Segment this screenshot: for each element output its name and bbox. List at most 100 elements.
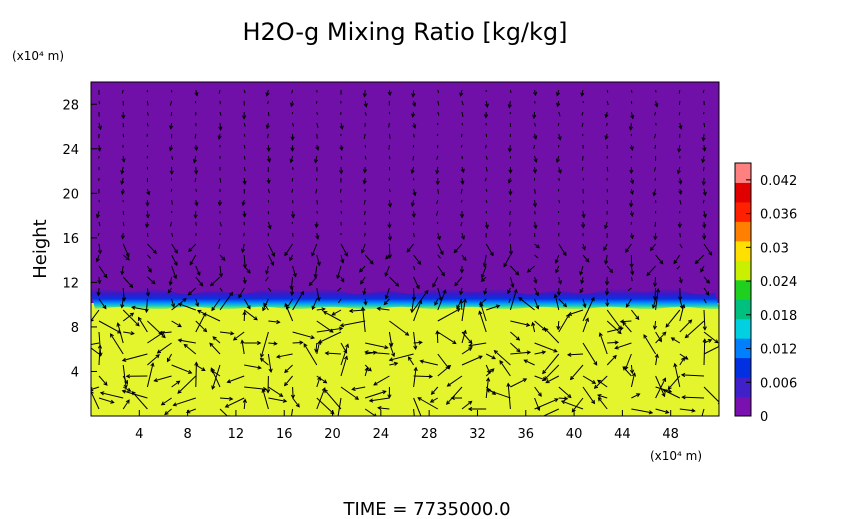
- wind-arrow: [340, 155, 343, 160]
- wind-arrow-head: [456, 304, 461, 310]
- wind-arrow: [211, 364, 221, 390]
- x-axis-unit: (x10⁴ m): [650, 449, 702, 463]
- wind-arrow-head: [193, 214, 198, 219]
- wind-arrow: [292, 265, 297, 277]
- wind-arrow: [509, 289, 517, 311]
- wind-arrow-head: [130, 331, 135, 336]
- wind-arrow-head: [630, 270, 635, 276]
- wind-arrow: [365, 390, 386, 399]
- wind-arrow-head: [226, 379, 231, 384]
- wind-arrow-head: [168, 146, 174, 152]
- wind-arrow: [98, 331, 102, 356]
- wind-arrow-head: [177, 389, 182, 394]
- wind-arrow-head: [317, 339, 323, 344]
- wind-arrow: [582, 100, 584, 104]
- wind-arrow-head: [145, 292, 151, 297]
- wind-arrow-head: [649, 246, 654, 252]
- wind-arrow: [98, 243, 101, 254]
- wind-arrow: [582, 342, 598, 366]
- wind-arrow: [597, 379, 608, 388]
- wind-arrow: [509, 144, 511, 152]
- wind-arrow-head: [125, 374, 131, 379]
- wind-arrow: [225, 397, 245, 408]
- wind-arrow-head: [597, 379, 602, 384]
- wind-arrow: [388, 199, 391, 207]
- wind-arrow: [631, 393, 640, 399]
- wind-arrow-head: [556, 325, 561, 331]
- wind-arrow-head: [484, 224, 489, 230]
- wind-arrow: [122, 375, 128, 384]
- wind-arrow-head: [344, 252, 348, 257]
- wind-arrow-head: [314, 223, 319, 229]
- wind-arrow: [365, 342, 388, 349]
- wind-arrow-head: [232, 336, 238, 341]
- wind-arrow-head: [242, 115, 247, 120]
- wind-arrow-head: [543, 376, 548, 381]
- wind-arrow: [685, 320, 705, 338]
- wind-arrow: [197, 310, 221, 322]
- wind-arrow-head: [290, 291, 295, 296]
- wind-arrow-head: [702, 338, 707, 343]
- wind-arrow: [412, 89, 415, 97]
- wind-arrow-head: [467, 406, 473, 412]
- wind-arrow-head: [625, 248, 630, 253]
- wind-arrow: [122, 287, 125, 301]
- wind-arrow: [534, 221, 537, 229]
- wind-arrow-head: [173, 249, 178, 254]
- wind-arrow: [146, 111, 149, 116]
- wind-arrow-head: [480, 273, 485, 279]
- wind-arrow: [100, 392, 124, 399]
- wind-arrow-head: [430, 390, 435, 395]
- wind-arrow-head: [435, 330, 440, 335]
- wind-arrow-head: [581, 214, 586, 219]
- x-tick-label: 20: [324, 427, 341, 442]
- wind-arrow-head: [276, 319, 281, 325]
- wind-arrow-head: [176, 380, 181, 385]
- wind-arrow: [378, 407, 390, 410]
- wind-arrow: [389, 276, 399, 287]
- y-tick-label: 24: [62, 143, 79, 158]
- wind-arrow: [364, 367, 368, 377]
- wind-arrow: [655, 375, 666, 397]
- wind-arrow-head: [678, 190, 683, 195]
- wind-arrow: [653, 133, 657, 139]
- wind-arrow-head: [582, 303, 587, 309]
- wind-arrow-head: [284, 368, 289, 374]
- wind-arrow-head: [99, 391, 105, 396]
- wind-arrow: [437, 265, 445, 276]
- wind-arrow: [436, 210, 439, 216]
- wind-arrow: [98, 298, 107, 309]
- wind-arrow: [260, 331, 269, 358]
- wind-arrow-head: [338, 326, 344, 331]
- wind-arrow: [266, 265, 269, 274]
- wind-arrow: [316, 308, 325, 311]
- wind-arrow: [534, 342, 558, 353]
- wind-arrow: [122, 353, 148, 362]
- wind-arrow: [268, 397, 287, 402]
- wind-arrow-head: [566, 352, 572, 357]
- wind-arrow: [292, 331, 315, 339]
- wind-arrow: [597, 394, 608, 399]
- wind-arrow: [121, 298, 124, 308]
- wind-arrow-head: [242, 310, 247, 316]
- wind-arrow: [339, 188, 342, 193]
- wind-arrow: [340, 344, 349, 366]
- wind-arrow-head: [652, 192, 657, 197]
- wind-arrow-head: [629, 369, 635, 375]
- wind-arrow: [413, 188, 416, 196]
- wind-arrow-head: [643, 334, 648, 339]
- wind-arrow-head: [310, 335, 315, 340]
- wind-arrow-head: [591, 380, 597, 384]
- wind-arrow: [654, 221, 657, 227]
- wind-arrow-head: [628, 126, 633, 131]
- wind-arrow: [276, 353, 293, 358]
- wind-arrow-head: [177, 338, 183, 343]
- wind-arrow-head: [330, 410, 335, 415]
- wind-arrow-head: [677, 224, 682, 229]
- wind-arrow-head: [629, 203, 634, 208]
- wind-arrow-head: [188, 247, 193, 253]
- wind-arrow: [171, 320, 182, 327]
- wind-arrow-head: [418, 340, 423, 345]
- wind-arrow: [219, 265, 222, 277]
- wind-arrow-head: [699, 419, 702, 422]
